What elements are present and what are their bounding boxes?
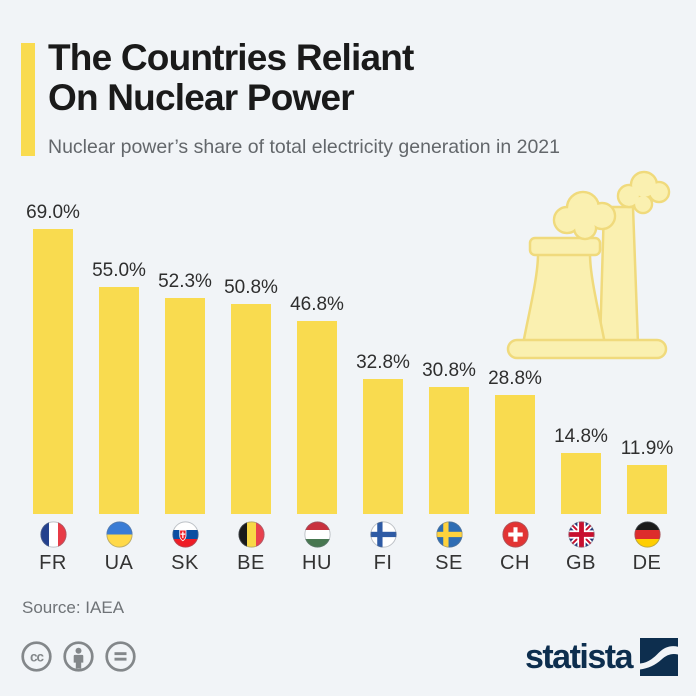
flag-sk-icon xyxy=(171,521,199,548)
bar-column-gb: 14.8% GB xyxy=(548,195,614,575)
bar xyxy=(231,304,271,514)
flag-ua-icon xyxy=(105,521,133,548)
bar xyxy=(495,395,535,514)
bar-value-label: 46.8% xyxy=(290,294,344,315)
page-title-line2: On Nuclear Power xyxy=(48,77,355,118)
country-code-label: SE xyxy=(435,552,463,574)
bar-value-label: 69.0% xyxy=(26,202,80,223)
bar-column-fi: 32.8% FI xyxy=(350,195,416,575)
country-code-label: DE xyxy=(632,552,662,574)
bar xyxy=(561,453,601,514)
bar-value-label: 55.0% xyxy=(92,260,146,281)
bar-column-se: 30.8% SE xyxy=(416,195,482,575)
bar-value-label: 28.8% xyxy=(488,368,542,389)
bar-column-ch: 28.8% CH xyxy=(482,195,548,575)
bar xyxy=(429,387,469,514)
bar-value-label: 50.8% xyxy=(224,277,278,298)
bar xyxy=(627,465,667,514)
svg-text:cc: cc xyxy=(30,649,45,664)
bar-value-label: 11.9% xyxy=(620,438,674,459)
bar-column-hu: 46.8% HU xyxy=(284,195,350,575)
statista-logo: statista xyxy=(525,638,678,676)
country-code-label: UA xyxy=(104,552,134,574)
cc-icon: cc xyxy=(21,641,52,672)
attribution-icon xyxy=(63,641,94,672)
flag-de-icon xyxy=(633,521,661,548)
bar-column-be: 50.8% BE xyxy=(218,195,284,575)
license-icon-row: cc xyxy=(20,640,137,673)
title-accent-bar xyxy=(21,43,35,156)
bar xyxy=(165,298,205,514)
flag-gb-icon xyxy=(567,521,595,548)
country-code-label: FR xyxy=(39,552,67,574)
flag-se-icon xyxy=(435,521,463,548)
flag-hu-icon xyxy=(303,521,331,548)
country-code-label: BE xyxy=(237,552,265,574)
bar xyxy=(297,321,337,514)
source-note: Source: IAEA xyxy=(22,598,125,617)
bar-value-label: 52.3% xyxy=(158,271,212,292)
flag-fi-icon xyxy=(369,521,397,548)
bar-value-label: 30.8% xyxy=(422,360,476,381)
flag-ch-icon xyxy=(501,521,529,548)
country-code-label: HU xyxy=(302,552,332,574)
chart-subtitle: Nuclear power’s share of total electrici… xyxy=(48,136,560,158)
bar-column-ua: 55.0% UA xyxy=(86,195,152,575)
bar-chart: 69.0% FR 55.0% UA 52.3% SK 50.8% BE 46.8% HU… xyxy=(20,195,680,575)
bar-value-label: 14.8% xyxy=(554,426,608,447)
bar-column-de: 11.9% DE xyxy=(614,195,680,575)
nuclear-power-plant-icon xyxy=(506,170,671,360)
bar-column-sk: 52.3% SK xyxy=(152,195,218,575)
country-code-label: FI xyxy=(373,552,393,574)
bar xyxy=(33,229,73,514)
bar-value-label: 32.8% xyxy=(356,352,410,373)
bar xyxy=(99,287,139,514)
country-code-label: GB xyxy=(566,552,596,574)
flag-be-icon xyxy=(237,521,265,548)
flag-fr-icon xyxy=(39,521,67,548)
country-code-label: SK xyxy=(171,552,199,574)
country-code-label: CH xyxy=(500,552,530,574)
bar-column-fr: 69.0% FR xyxy=(20,195,86,575)
page-title-line1: The Countries Reliant xyxy=(48,37,414,78)
page-title: The Countries Reliant On Nuclear Power xyxy=(48,38,414,118)
bar xyxy=(363,379,403,514)
statista-wordmark: statista xyxy=(524,638,634,676)
no-derivatives-icon xyxy=(105,641,136,672)
statista-logo-icon xyxy=(640,638,678,676)
